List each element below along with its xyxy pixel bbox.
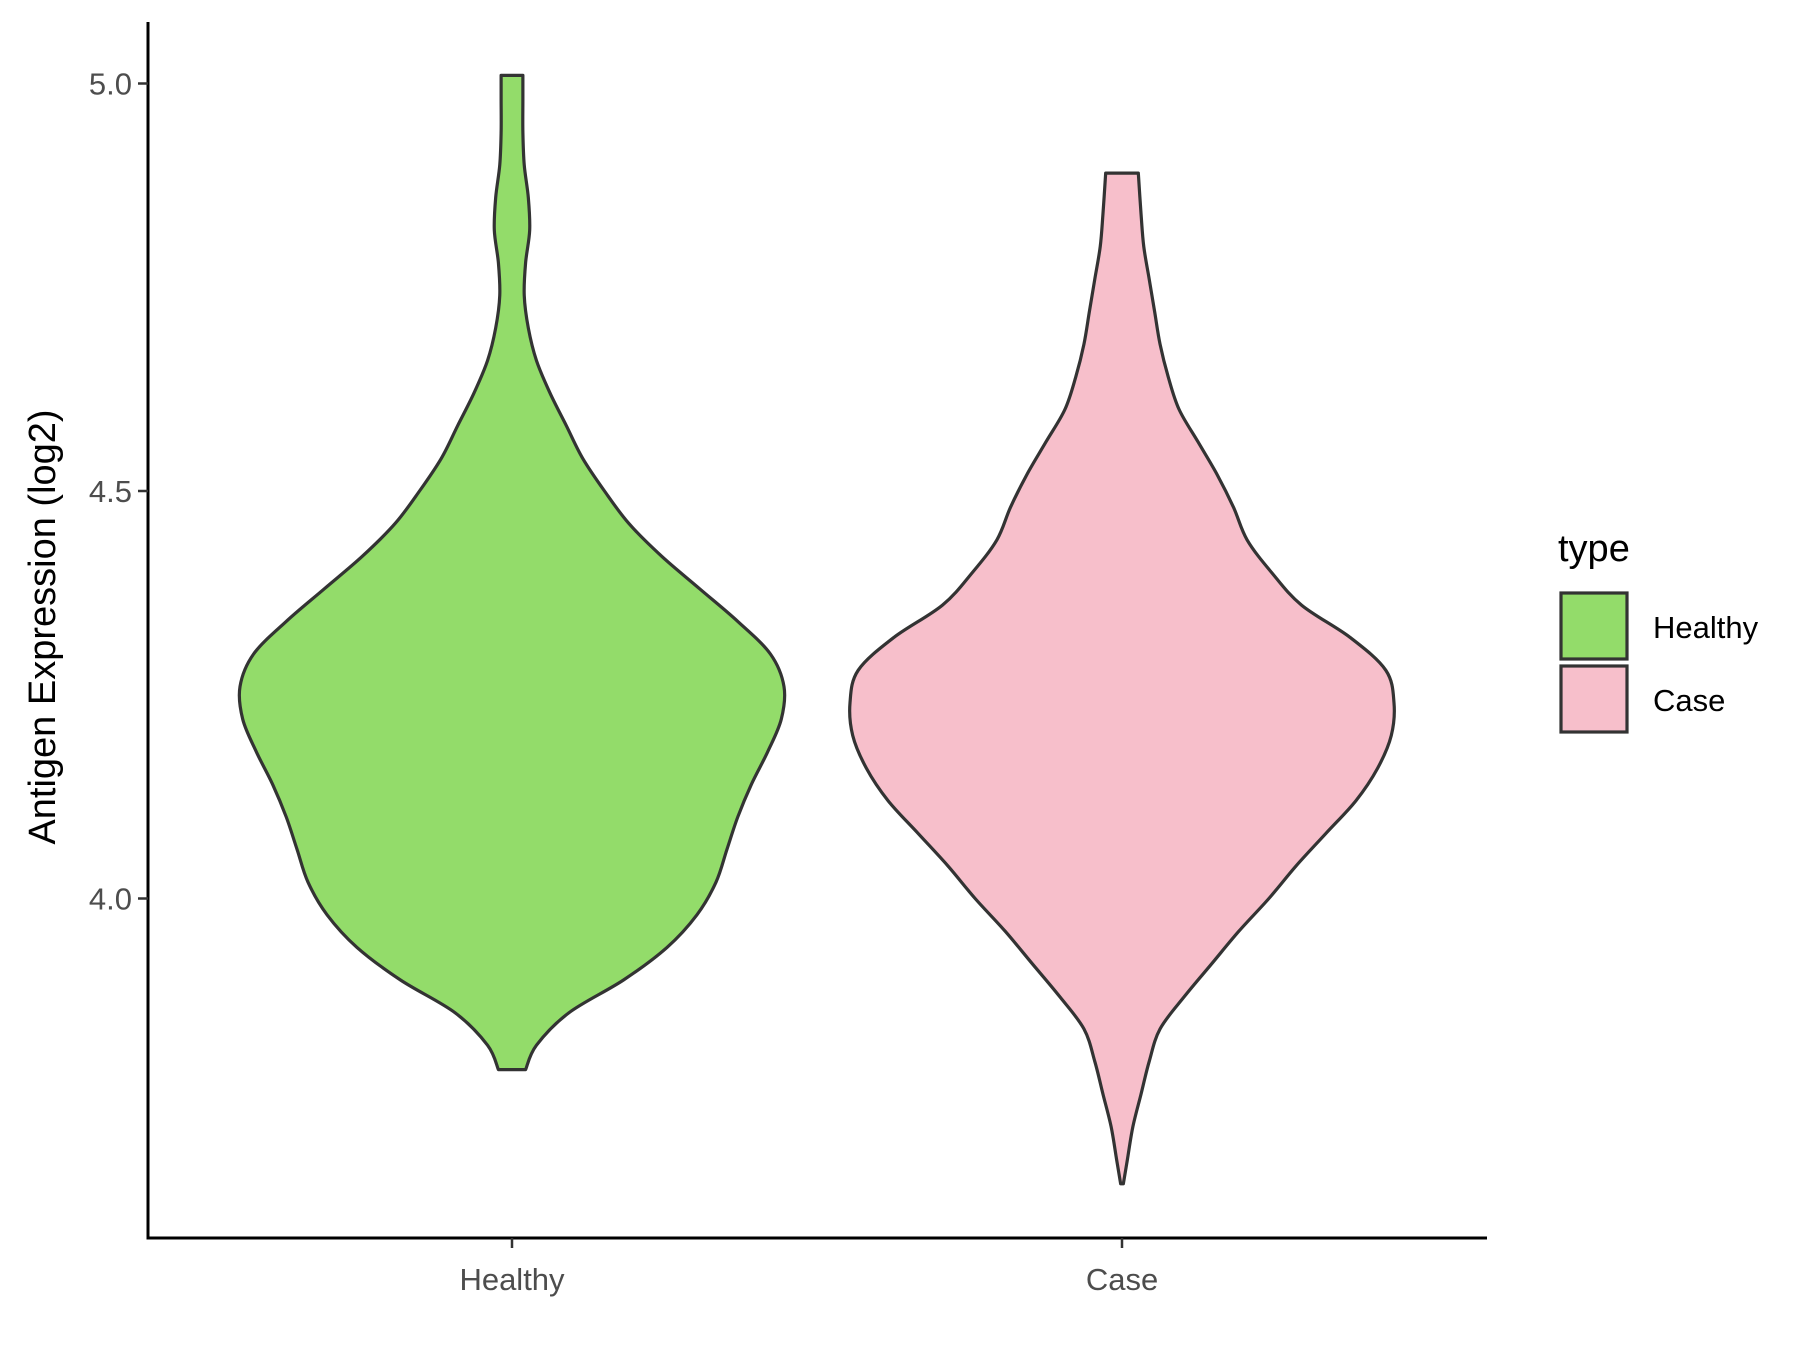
legend-key-case [1559,664,1629,734]
x-tick-label: Healthy [459,1262,565,1297]
legend: type Healthy Case [1558,528,1759,734]
y-tick-label: 4.0 [89,882,132,917]
violin-case [848,171,1396,1186]
legend-title: type [1558,528,1630,570]
violin-healthy [237,73,787,1072]
legend-label: Healthy [1653,610,1759,645]
violin-layer [237,73,1396,1186]
axes: 4.0 4.5 5.0 Healthy Case [89,22,1487,1297]
y-tick-label: 4.5 [89,474,132,509]
legend-key-healthy [1559,591,1629,661]
legend-label: Case [1653,683,1725,718]
y-tick-label: 5.0 [89,67,132,102]
x-tick-label: Case [1086,1262,1158,1297]
y-axis-label: Antigen Expression (log2) [22,409,64,844]
